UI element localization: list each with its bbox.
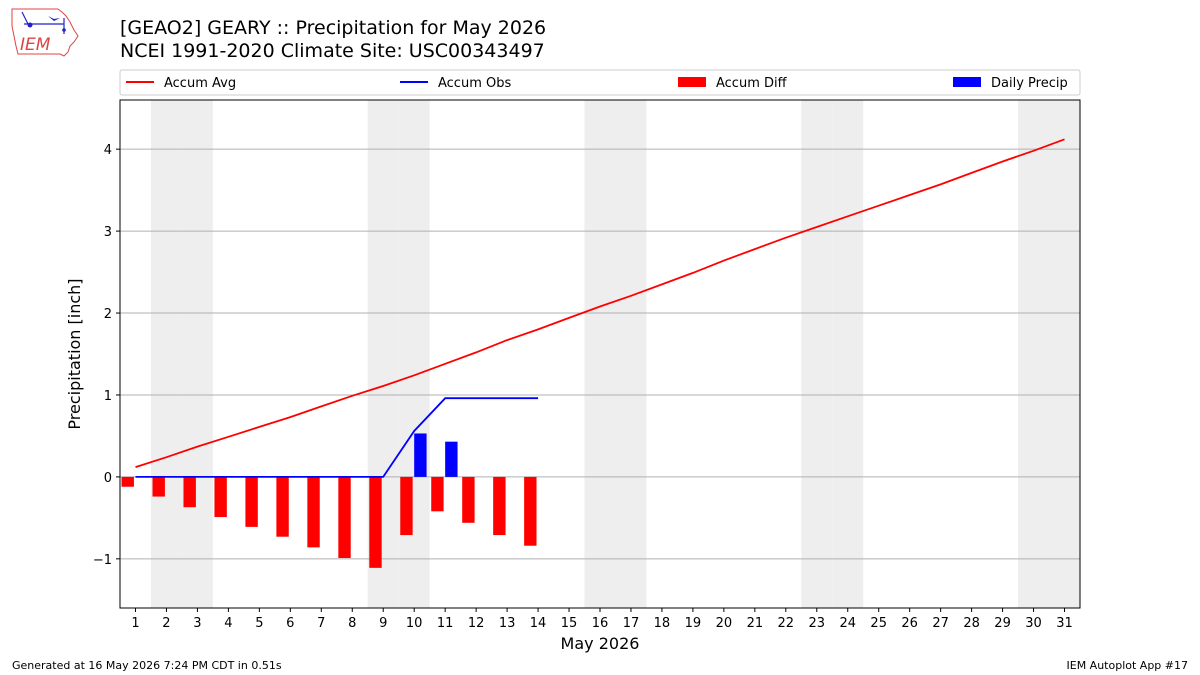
accum-diff-bar xyxy=(462,476,475,523)
weekend-band xyxy=(584,100,616,608)
accum-diff-bar xyxy=(276,476,289,537)
x-tick-label: 14 xyxy=(530,616,547,631)
x-tick-label: 2 xyxy=(162,616,170,631)
x-tick-label: 23 xyxy=(809,616,826,631)
y-axis-label: Precipitation [inch] xyxy=(65,278,84,429)
legend-label: Accum Avg xyxy=(164,76,236,91)
x-tick-label: 12 xyxy=(468,616,485,631)
accum-diff-bar xyxy=(121,476,134,487)
x-tick-label: 19 xyxy=(685,616,702,631)
accum-diff-bar xyxy=(338,476,351,559)
x-tick-label: 24 xyxy=(839,616,856,631)
weekend-band xyxy=(832,100,864,608)
legend-swatch-bar xyxy=(678,77,706,87)
x-tick-label: 18 xyxy=(654,616,671,631)
x-tick-label: 6 xyxy=(286,616,294,631)
legend-label: Daily Precip xyxy=(991,76,1068,91)
chart-title: [GEAO2] GEARY :: Precipitation for May 2… xyxy=(120,17,547,39)
x-tick-label: 5 xyxy=(255,616,263,631)
chart-subtitle: NCEI 1991-2020 Climate Site: USC00343497 xyxy=(120,40,545,62)
svg-text:IEM: IEM xyxy=(20,35,51,55)
x-tick-label: 17 xyxy=(623,616,640,631)
y-tick-label: 3 xyxy=(104,225,112,240)
x-axis-label: May 2026 xyxy=(561,634,640,653)
weekend-band xyxy=(801,100,833,608)
daily-precip-bar xyxy=(414,433,427,477)
y-tick-label: 2 xyxy=(104,307,112,322)
accum-diff-bar xyxy=(524,476,537,546)
accum-diff-bar xyxy=(493,476,506,536)
x-tick-label: 16 xyxy=(592,616,609,631)
y-tick-label: 4 xyxy=(104,143,112,158)
weekend-band xyxy=(615,100,647,608)
legend-label: Accum Obs xyxy=(438,76,511,91)
app-id: IEM Autoplot App #17 xyxy=(1066,659,1189,672)
weekend-band xyxy=(181,100,213,608)
x-tick-label: 7 xyxy=(317,616,325,631)
accum-obs-line xyxy=(135,397,539,478)
weekend-band xyxy=(1018,100,1050,608)
accum-avg-line xyxy=(135,138,1065,468)
generated-timestamp: Generated at 16 May 2026 7:24 PM CDT in … xyxy=(12,659,282,672)
x-tick-label: 21 xyxy=(747,616,764,631)
legend-swatch-bar xyxy=(953,77,981,87)
x-tick-label: 11 xyxy=(437,616,454,631)
x-tick-label: 25 xyxy=(870,616,887,631)
x-tick-label: 20 xyxy=(716,616,733,631)
x-tick-label: 30 xyxy=(1025,616,1042,631)
y-tick-label: 1 xyxy=(104,389,112,404)
x-tick-label: 8 xyxy=(348,616,356,631)
x-tick-label: 29 xyxy=(994,616,1011,631)
x-tick-label: 13 xyxy=(499,616,516,631)
x-tick-label: 9 xyxy=(379,616,387,631)
y-tick-label: −1 xyxy=(93,553,112,568)
x-tick-label: 1 xyxy=(131,616,139,631)
accum-diff-bar xyxy=(245,476,258,527)
x-tick-label: 10 xyxy=(406,616,423,631)
accum-diff-bar xyxy=(152,476,165,497)
accum-diff-bar xyxy=(307,476,320,548)
accum-diff-bar xyxy=(183,476,196,508)
weekend-band xyxy=(1049,100,1080,608)
x-tick-label: 22 xyxy=(778,616,795,631)
x-tick-label: 15 xyxy=(561,616,578,631)
x-tick-label: 31 xyxy=(1056,616,1073,631)
iem-logo: IEM xyxy=(11,8,79,57)
accum-diff-bar xyxy=(431,476,444,512)
daily-precip-bar xyxy=(445,441,458,477)
legend-label: Accum Diff xyxy=(716,76,788,91)
weekend-band xyxy=(150,100,182,608)
accum-diff-bar xyxy=(369,476,382,568)
x-tick-label: 28 xyxy=(963,616,980,631)
accum-diff-bar xyxy=(400,476,413,536)
x-tick-label: 3 xyxy=(193,616,201,631)
y-tick-label: 0 xyxy=(104,471,112,486)
x-tick-label: 27 xyxy=(932,616,949,631)
x-tick-label: 26 xyxy=(901,616,918,631)
legend-box xyxy=(119,69,1081,96)
x-tick-label: 4 xyxy=(224,616,232,631)
accum-diff-bar xyxy=(214,476,227,518)
